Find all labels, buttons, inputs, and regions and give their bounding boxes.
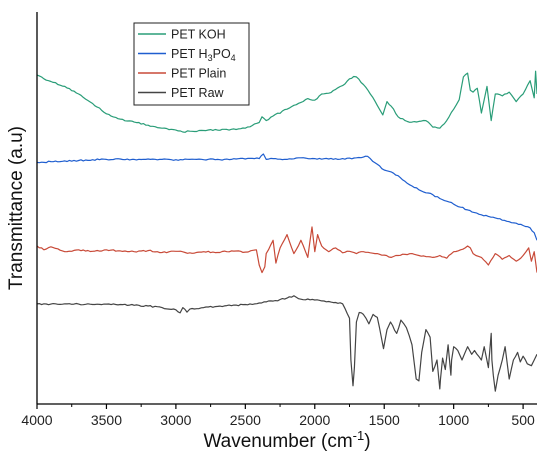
legend-box	[133, 22, 250, 106]
legend-label: PET KOH	[171, 28, 226, 42]
series-line-4	[37, 295, 537, 392]
legend: PET KOH PET H3PO4 PET Plain PET Raw	[133, 22, 250, 106]
x-tick-label: 3500	[91, 412, 122, 428]
x-ticks: 4000 3500 3000 2500 2000 1500 1000 500	[21, 404, 535, 428]
series-line-3	[37, 226, 537, 274]
series-line-1	[37, 70, 537, 133]
x-tick-label: 3000	[160, 412, 191, 428]
x-tick-label: 4000	[21, 412, 52, 428]
series-layer	[37, 70, 537, 392]
legend-label: PET H3PO4	[171, 47, 236, 63]
x-tick-label: 2000	[299, 412, 330, 428]
x-tick-label: 2500	[230, 412, 261, 428]
x-tick-label: 1500	[369, 412, 400, 428]
x-tick-label: 1000	[438, 412, 469, 428]
x-tick-label: 500	[511, 412, 535, 428]
legend-label: PET Raw	[171, 86, 225, 100]
y-axis-title: Transmittance (a.u)	[6, 126, 27, 290]
x-axis-title: Wavenumber (cm-1)	[203, 428, 370, 452]
series-line-2	[37, 153, 537, 241]
legend-label: PET Plain	[171, 67, 226, 81]
